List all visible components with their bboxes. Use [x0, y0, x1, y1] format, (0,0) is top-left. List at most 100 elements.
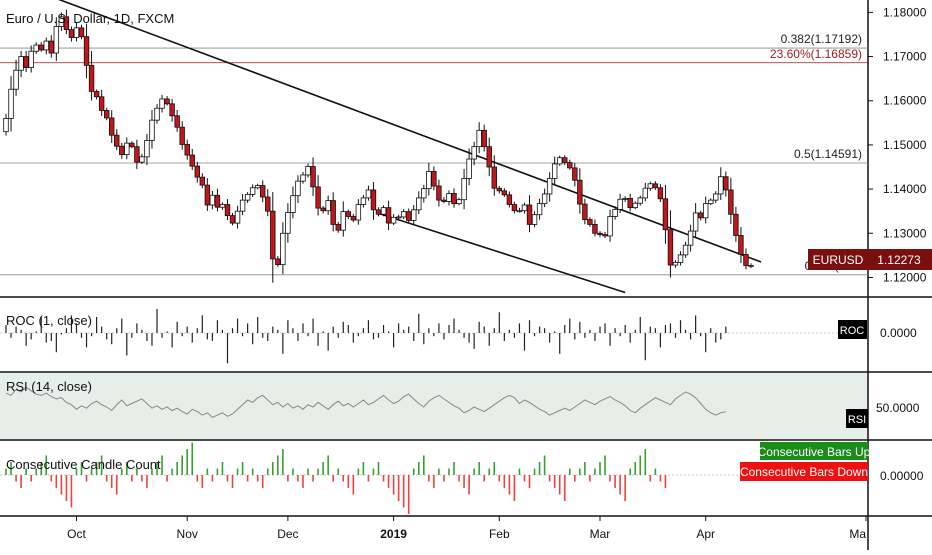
candle-body [119, 145, 125, 156]
candle-body [199, 176, 206, 186]
candle-body [244, 193, 251, 201]
candle-body [310, 166, 316, 188]
candle-body [723, 176, 729, 191]
candle-body [567, 162, 573, 169]
candle-body [702, 203, 709, 219]
candle-body [114, 134, 120, 147]
candle-body [270, 210, 276, 260]
candle-body [285, 212, 291, 234]
candle-body [345, 211, 351, 217]
candle-body [189, 154, 195, 167]
candle-body [491, 166, 497, 189]
candle-body [451, 193, 457, 205]
candle-body [149, 119, 155, 141]
candle-body [526, 204, 533, 225]
candle-body [486, 146, 492, 168]
candle-body [43, 40, 49, 51]
candle-body [743, 254, 749, 266]
count-title: Consecutive Candle Count [6, 457, 161, 472]
trendline [58, 0, 762, 263]
roc-tag [838, 320, 867, 339]
candle-body [687, 230, 694, 246]
candle-body [18, 56, 24, 71]
roc-tag-label: ROC [840, 325, 865, 337]
candle-body [587, 219, 593, 225]
roc-axis-tick: 0.0000 [880, 326, 917, 340]
time-axis-label: 2019 [380, 527, 407, 541]
candle-body [365, 189, 372, 199]
candle-body [320, 207, 326, 212]
price-axis-tick-label: 1.18000 [883, 5, 927, 19]
candle-body [13, 69, 19, 90]
candle-body [456, 199, 462, 205]
candle-body [249, 187, 256, 195]
trendline [378, 212, 626, 294]
candle-body [103, 110, 110, 119]
candle-body [546, 178, 553, 195]
candle-body [421, 188, 427, 199]
fib-level-label: 0.382(1.17192) [781, 32, 862, 46]
candle-body [23, 56, 29, 68]
candle-body [697, 212, 704, 219]
legend-bars-down-label: Consecutive Bars Down [740, 465, 868, 479]
candle-body [184, 144, 190, 156]
candle-body [395, 216, 402, 219]
candle-body [315, 186, 321, 209]
candle-body [48, 40, 55, 54]
candle-body [68, 29, 75, 38]
candle-body [73, 27, 80, 38]
candle-body [109, 117, 115, 136]
price-axis-tick-label: 1.16000 [883, 94, 927, 108]
rsi-panel-background [0, 373, 868, 439]
candle-body [652, 183, 659, 189]
candle-body [204, 184, 211, 206]
candle-body [174, 115, 180, 128]
candle-body [124, 142, 130, 156]
candle-body [416, 197, 422, 211]
fib-level-label: 0.5(1.14591) [794, 147, 862, 161]
rsi-tag [846, 409, 868, 428]
candle-body [154, 107, 160, 121]
candle-body [164, 98, 170, 105]
candle-body [400, 211, 407, 218]
candle-body [431, 171, 437, 187]
rsi-title: RSI (14, close) [6, 379, 92, 394]
candle-body [335, 224, 341, 231]
count-axis-tick: 0.00000 [880, 469, 924, 483]
symbol-badge[interactable] [808, 249, 868, 270]
candle-body [602, 234, 608, 237]
candle-body [340, 211, 346, 231]
candle-body [718, 176, 724, 195]
candle-body [426, 171, 432, 190]
candle-body [511, 204, 518, 212]
candle-body [83, 36, 90, 66]
candle-body [78, 27, 85, 38]
candle-body [88, 64, 95, 92]
candle-body [748, 265, 754, 267]
candle-body [159, 98, 165, 109]
candle-body [325, 200, 331, 212]
candle-body [28, 50, 34, 68]
candle-body [577, 179, 583, 205]
candle-body [169, 103, 175, 117]
price-axis-tick-label: 1.13000 [883, 226, 927, 240]
candle-body [647, 183, 654, 189]
candle-body [657, 187, 664, 200]
candle-body [53, 26, 60, 54]
candle-body [481, 129, 487, 148]
candle-body [260, 185, 266, 198]
candle-body [672, 262, 679, 266]
time-axis-label: Apr [696, 527, 715, 541]
candle-body [441, 199, 447, 202]
candle-body [582, 203, 588, 220]
candle-body [612, 209, 618, 217]
candle-body [38, 44, 44, 51]
candle-body [98, 96, 105, 111]
candle-body [411, 209, 417, 221]
candle-body [677, 254, 684, 263]
price-axis-tick-label: 1.12000 [883, 270, 927, 284]
candle-body [642, 187, 648, 199]
candle-body [516, 210, 523, 213]
candle-body [370, 189, 377, 211]
